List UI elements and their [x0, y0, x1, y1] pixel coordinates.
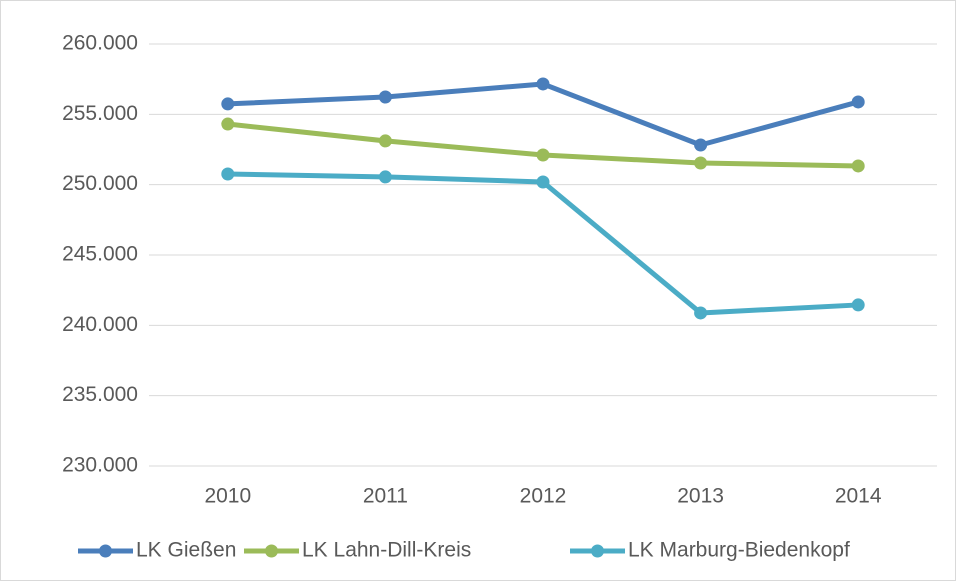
y-tick-label: 235.000 [62, 383, 138, 406]
data-point [378, 90, 392, 104]
y-tick-label: 260.000 [62, 32, 138, 55]
y-tick-label: 230.000 [62, 454, 138, 477]
legend-label: LK Gießen [136, 539, 236, 562]
data-point [694, 306, 708, 320]
legend-label: LK Marburg-Biedenkopf [628, 539, 850, 562]
data-point [221, 167, 235, 181]
y-tick-label: 245.000 [62, 243, 138, 266]
data-point [221, 117, 235, 131]
data-point [536, 175, 550, 189]
data-point [378, 134, 392, 148]
legend-label: LK Lahn-Dill-Kreis [302, 539, 471, 562]
data-point [851, 95, 865, 109]
legend-marker [265, 544, 278, 558]
x-tick-label: 2012 [520, 485, 567, 508]
data-point [536, 148, 550, 162]
y-tick-label: 240.000 [62, 313, 138, 336]
x-tick-label: 2013 [677, 485, 724, 508]
x-tick-label: 2011 [363, 485, 408, 508]
data-point [378, 170, 392, 184]
data-point [221, 97, 235, 111]
data-point [694, 138, 708, 152]
legend-marker [591, 544, 604, 558]
data-point [851, 159, 865, 173]
x-tick-label: 2010 [204, 485, 251, 508]
x-tick-label: 2014 [835, 485, 882, 508]
data-point [536, 77, 550, 91]
y-tick-label: 250.000 [62, 172, 138, 195]
legend-marker [99, 544, 112, 558]
data-point [694, 156, 708, 170]
data-point [851, 298, 865, 312]
y-tick-label: 255.000 [62, 102, 138, 125]
